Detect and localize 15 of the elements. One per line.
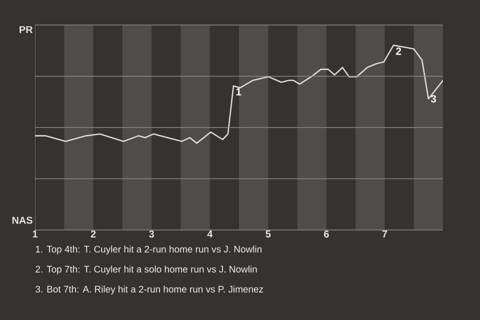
x-tick-label: 6 xyxy=(324,230,329,238)
text: 2. Top 7th: T. Cuyler hit a solo home run vs J. Nowlin xyxy=(36,266,257,274)
annotation: 3 xyxy=(430,95,436,103)
text: 1. Top 4th: T. Cuyler hit a 2-run home run vs J. Nowlin xyxy=(36,246,262,254)
x-tick-label: 4 xyxy=(207,230,213,238)
annotation: 1 xyxy=(236,88,242,96)
x-tick-label: 2 xyxy=(90,230,96,238)
x-tick-label: 5 xyxy=(266,230,271,238)
annotation: 2 xyxy=(396,48,402,55)
text: 3. Bot 7th: A. Riley hit a 2-run home run vs P. Jimenez xyxy=(36,286,264,294)
text: PR xyxy=(20,26,33,34)
x-tick-label: 1 xyxy=(32,230,38,238)
x-tick-label: 7 xyxy=(382,230,388,238)
text: NAS xyxy=(12,216,32,224)
x-tick-label: 3 xyxy=(149,230,154,238)
